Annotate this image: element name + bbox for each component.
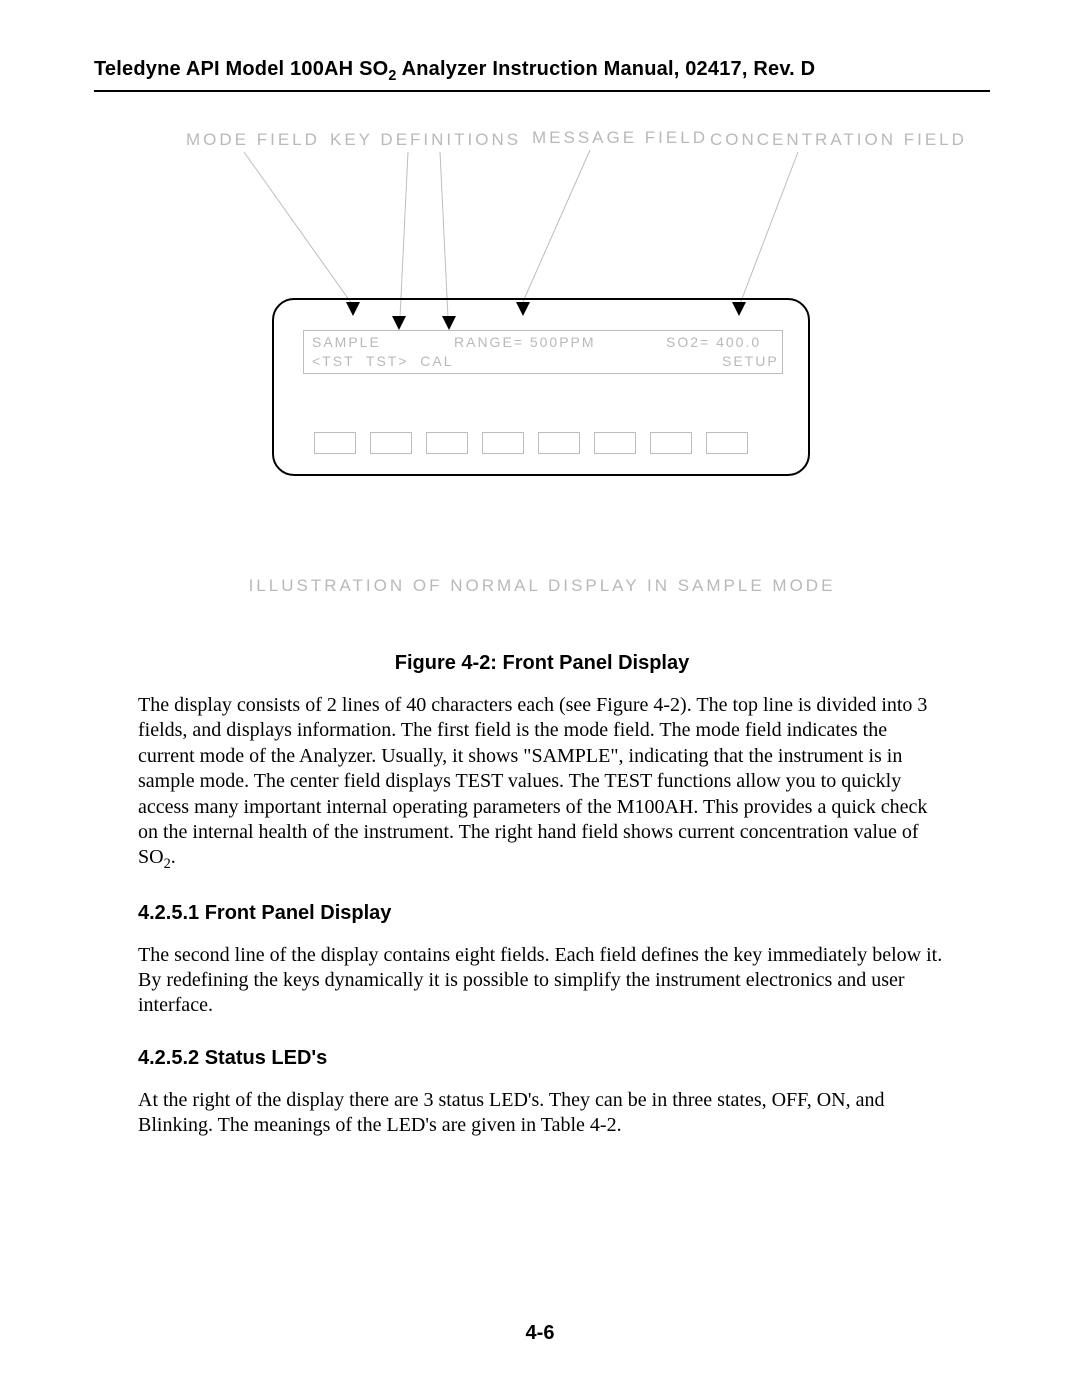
pointer-arrow-icon (392, 316, 406, 330)
header-prefix: Teledyne API Model 100AH SO (94, 58, 388, 80)
pointer-arrow-icon (346, 302, 360, 316)
heading-4-2-5-1: 4.2.5.1 Front Panel Display (138, 902, 990, 925)
disp-setup: SETUP (722, 353, 779, 369)
header-sub: 2 (388, 68, 396, 84)
softkey (650, 432, 692, 454)
softkey (426, 432, 468, 454)
softkey (482, 432, 524, 454)
heading-4-2-5-2: 4.2.5.2 Status LED's (138, 1047, 990, 1070)
softkey (706, 432, 748, 454)
softkey (370, 432, 412, 454)
lcd-display: SAMPLE RANGE= 500PPM SO2= 400.0 <TST TST… (303, 330, 783, 374)
p1-b: . (171, 846, 176, 868)
label-mode-field: MODE FIELD (186, 130, 320, 150)
paragraph-s1: The second line of the display contains … (138, 943, 946, 1019)
pointer-arrow-icon (732, 302, 746, 316)
paragraph-s2: At the right of the display there are 3 … (138, 1088, 946, 1139)
label-message-field: MESSAGE FIELD (532, 128, 708, 148)
label-key-definitions: KEY DEFINITIONS (330, 130, 521, 150)
paragraph-1: The display consists of 2 lines of 40 ch… (138, 693, 946, 874)
front-panel-diagram: MODE FIELD KEY DEFINITIONS MESSAGE FIELD… (162, 122, 922, 542)
p1-a: The display consists of 2 lines of 40 ch… (138, 694, 927, 868)
softkey (538, 432, 580, 454)
disp-sample: SAMPLE (312, 334, 381, 350)
pointer-arrow-icon (442, 316, 456, 330)
disp-so2: SO2= 400.0 (666, 334, 761, 350)
page-number: 4-6 (0, 1322, 1080, 1345)
label-concentration-field: CONCENTRATION FIELD (710, 130, 967, 150)
p1-sub: 2 (164, 856, 171, 872)
header-suffix: Analyzer Instruction Manual, 02417, Rev.… (397, 58, 816, 80)
diagram-caption: ILLUSTRATION OF NORMAL DISPLAY IN SAMPLE… (94, 576, 990, 596)
disp-range: RANGE= 500PPM (454, 334, 596, 350)
header-rule (94, 90, 990, 92)
page: Teledyne API Model 100AH SO2 Analyzer In… (0, 0, 1080, 1397)
softkey (594, 432, 636, 454)
softkey (314, 432, 356, 454)
page-header: Teledyne API Model 100AH SO2 Analyzer In… (94, 58, 990, 84)
disp-tst: <TST TST> CAL (312, 353, 454, 369)
display-panel: SAMPLE RANGE= 500PPM SO2= 400.0 <TST TST… (272, 298, 810, 476)
softkey-row (314, 432, 748, 454)
pointer-arrow-icon (516, 302, 530, 316)
figure-title: Figure 4-2: Front Panel Display (94, 652, 990, 675)
